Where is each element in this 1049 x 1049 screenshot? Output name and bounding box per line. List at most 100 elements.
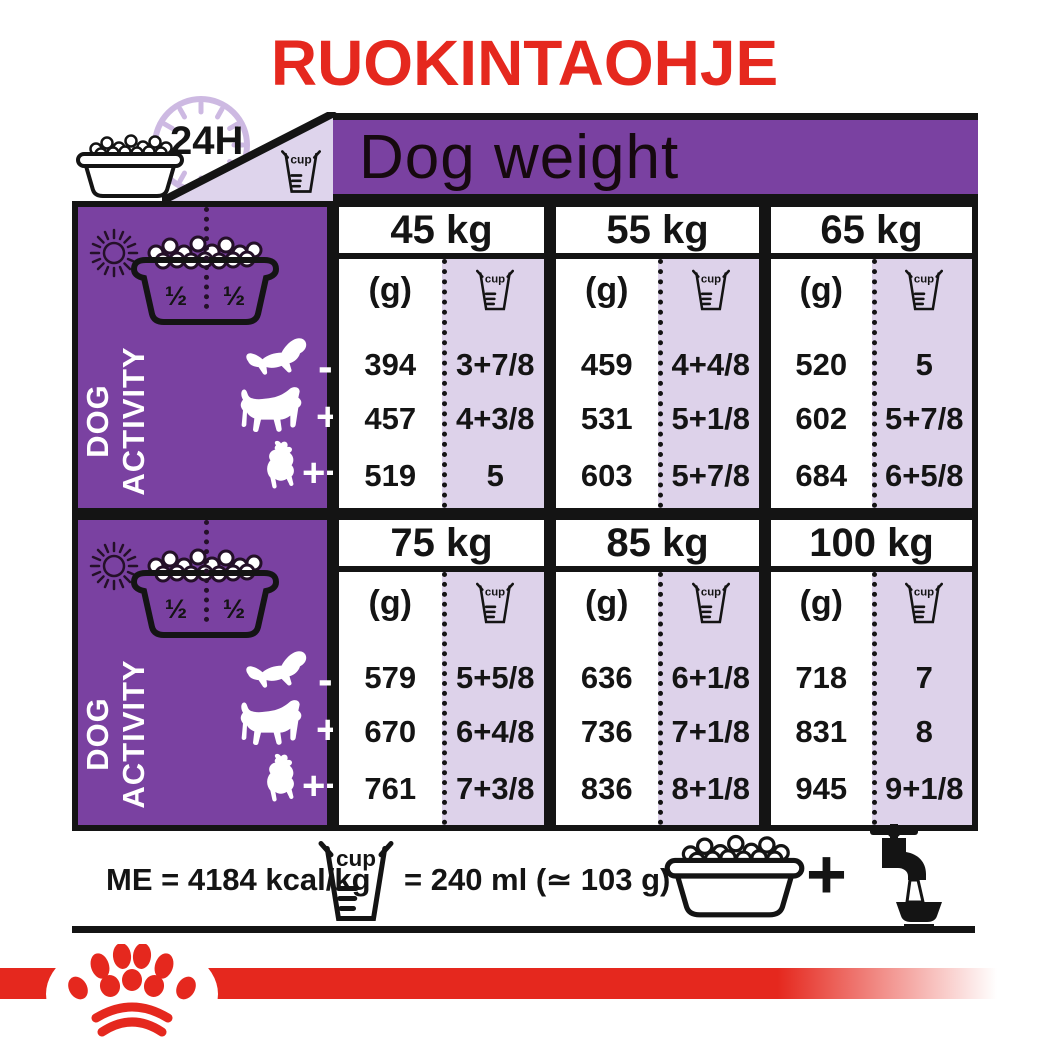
grams-value: 670 bbox=[364, 714, 417, 749]
grams-value: 457 bbox=[364, 401, 417, 436]
grams-value: 736 bbox=[580, 714, 633, 749]
cups-value: 8 bbox=[915, 714, 933, 749]
food-bowl-icon bbox=[76, 134, 184, 198]
cups-subcolumn: cup 3+7/8 4+3/8 5 bbox=[441, 259, 544, 508]
grams-value: 579 bbox=[364, 660, 417, 695]
bowl-half-left-label: ½ bbox=[165, 594, 188, 624]
grams-value: 636 bbox=[580, 660, 633, 695]
cup-icon: cup bbox=[905, 582, 944, 624]
grams-value: 603 bbox=[580, 458, 633, 493]
page-title: RUOKINTAOHJE bbox=[270, 27, 779, 99]
water-faucet-icon bbox=[870, 824, 942, 926]
grams-value: 531 bbox=[580, 401, 633, 436]
cup-icon: cup bbox=[476, 582, 515, 624]
dog-activity-sidebar: ½ ½ DOG ACTIVITY - + ++ bbox=[72, 514, 349, 831]
cups-value: 5 bbox=[486, 458, 504, 493]
grams-value: 761 bbox=[364, 771, 417, 806]
bowl-half-right-label: ½ bbox=[223, 281, 246, 311]
grams-subcolumn: (g) 636 736 836 bbox=[556, 572, 658, 825]
day-night-divider bbox=[204, 207, 209, 309]
bowl-half-left-label: ½ bbox=[165, 281, 188, 311]
cup-icon: cup bbox=[476, 269, 515, 311]
cups-value: 5+1/8 bbox=[671, 401, 750, 436]
grams-header: (g) bbox=[799, 271, 843, 309]
weight-column-85kg: 85 kg (g) 636 736 836 cup bbox=[550, 514, 765, 831]
cups-subcolumn: cup 7 8 9+1/8 bbox=[871, 572, 972, 825]
grams-header: (g) bbox=[585, 584, 629, 622]
cups-value: 5+7/8 bbox=[885, 401, 964, 436]
weight-header: 45 kg bbox=[339, 207, 544, 259]
cups-value: 9+1/8 bbox=[885, 771, 964, 806]
grams-subcolumn: (g) 520 602 684 bbox=[771, 259, 872, 508]
cups-subcolumn: cup 6+1/8 7+1/8 8+1/8 bbox=[657, 572, 759, 825]
grams-header: (g) bbox=[799, 584, 843, 622]
cups-value: 8+1/8 bbox=[671, 771, 750, 806]
grams-subcolumn: (g) 394 457 519 bbox=[339, 259, 442, 508]
weight-section-2: ½ ½ DOG ACTIVITY - + ++ 75 kg (g) bbox=[72, 514, 978, 831]
cup-icon: cup bbox=[905, 269, 944, 311]
weight-column-100kg: 100 kg (g) 718 831 945 cup bbox=[765, 514, 978, 831]
svg-text:cup: cup bbox=[701, 586, 721, 598]
weight-header: 85 kg bbox=[556, 520, 759, 572]
cups-subcolumn: cup 5+5/8 6+4/8 7+3/8 bbox=[441, 572, 544, 825]
svg-text:cup: cup bbox=[914, 273, 934, 285]
dog-activity-label: DOG ACTIVITY bbox=[80, 659, 151, 809]
svg-text:cup: cup bbox=[485, 586, 505, 598]
dog-medium-activity-icon bbox=[240, 387, 302, 433]
cups-value: 6+1/8 bbox=[671, 660, 750, 695]
plus-icon: + bbox=[806, 835, 847, 913]
grams-value: 718 bbox=[795, 660, 848, 695]
weight-column-65kg: 65 kg (g) 520 602 684 cup bbox=[765, 201, 978, 514]
weight-header: 55 kg bbox=[556, 207, 759, 259]
moon-icon bbox=[290, 234, 310, 274]
dog-high-activity-icon bbox=[267, 753, 294, 802]
dog-weight-title: Dog weight bbox=[359, 122, 680, 192]
cups-subcolumn: cup 5 5+7/8 6+5/8 bbox=[871, 259, 972, 508]
cups-value: 5 bbox=[915, 347, 933, 382]
cup-icon: cup bbox=[281, 150, 321, 193]
grams-value: 836 bbox=[580, 771, 633, 806]
footer-divider bbox=[72, 926, 975, 933]
svg-text:cup: cup bbox=[485, 273, 505, 285]
cups-subcolumn: cup 4+4/8 5+1/8 5+7/8 bbox=[657, 259, 759, 508]
bowl-half-right-label: ½ bbox=[223, 594, 246, 624]
half-bowl-icon: ½ ½ bbox=[130, 235, 280, 325]
grams-value: 945 bbox=[795, 771, 848, 806]
dog-medium-activity-icon bbox=[240, 700, 302, 746]
cups-value: 5+7/8 bbox=[671, 458, 750, 493]
weight-column-75kg: 75 kg (g) 579 670 761 cup bbox=[333, 514, 550, 831]
cups-value: 7+1/8 bbox=[671, 714, 750, 749]
cup-equivalence-label: = 240 ml (≃ 103 g) bbox=[404, 862, 671, 897]
weight-header: 75 kg bbox=[339, 520, 544, 572]
svg-text:cup: cup bbox=[914, 586, 934, 598]
grams-value: 520 bbox=[795, 347, 848, 382]
grams-header: (g) bbox=[368, 271, 412, 309]
weight-header: 65 kg bbox=[771, 207, 972, 259]
cups-value: 3+7/8 bbox=[456, 347, 535, 382]
grams-value: 459 bbox=[580, 347, 633, 382]
svg-text:cup: cup bbox=[701, 273, 721, 285]
sun-icon bbox=[89, 228, 139, 278]
dog-activity-sidebar: ½ ½ DOG ACTIVITY - + ++ bbox=[72, 201, 349, 514]
weight-section-1: ½ ½ DOG ACTIVITY - + ++ 45 kg (g) bbox=[72, 201, 978, 514]
grams-value: 394 bbox=[364, 347, 417, 382]
day-night-divider bbox=[204, 520, 209, 622]
dog-low-activity-icon bbox=[246, 651, 307, 688]
dog-weight-header: Dog weight bbox=[333, 113, 978, 201]
cups-value: 4+3/8 bbox=[456, 401, 535, 436]
dog-activity-label: DOG ACTIVITY bbox=[80, 346, 151, 496]
cups-value: 6+5/8 bbox=[885, 458, 964, 493]
grams-value: 519 bbox=[364, 458, 417, 493]
weight-column-45kg: 45 kg (g) 394 457 519 cup bbox=[333, 201, 550, 514]
grams-header: (g) bbox=[368, 584, 412, 622]
svg-text:cup: cup bbox=[290, 153, 311, 167]
grams-header: (g) bbox=[585, 271, 629, 309]
weight-header: 100 kg bbox=[771, 520, 972, 572]
grams-value: 684 bbox=[795, 458, 848, 493]
cups-value: 6+4/8 bbox=[456, 714, 535, 749]
grams-subcolumn: (g) 579 670 761 bbox=[339, 572, 442, 825]
me-energy-label: ME = 4184 kcal/kg bbox=[106, 862, 371, 897]
grams-value: 831 bbox=[795, 714, 848, 749]
dog-high-activity-icon bbox=[267, 440, 294, 489]
